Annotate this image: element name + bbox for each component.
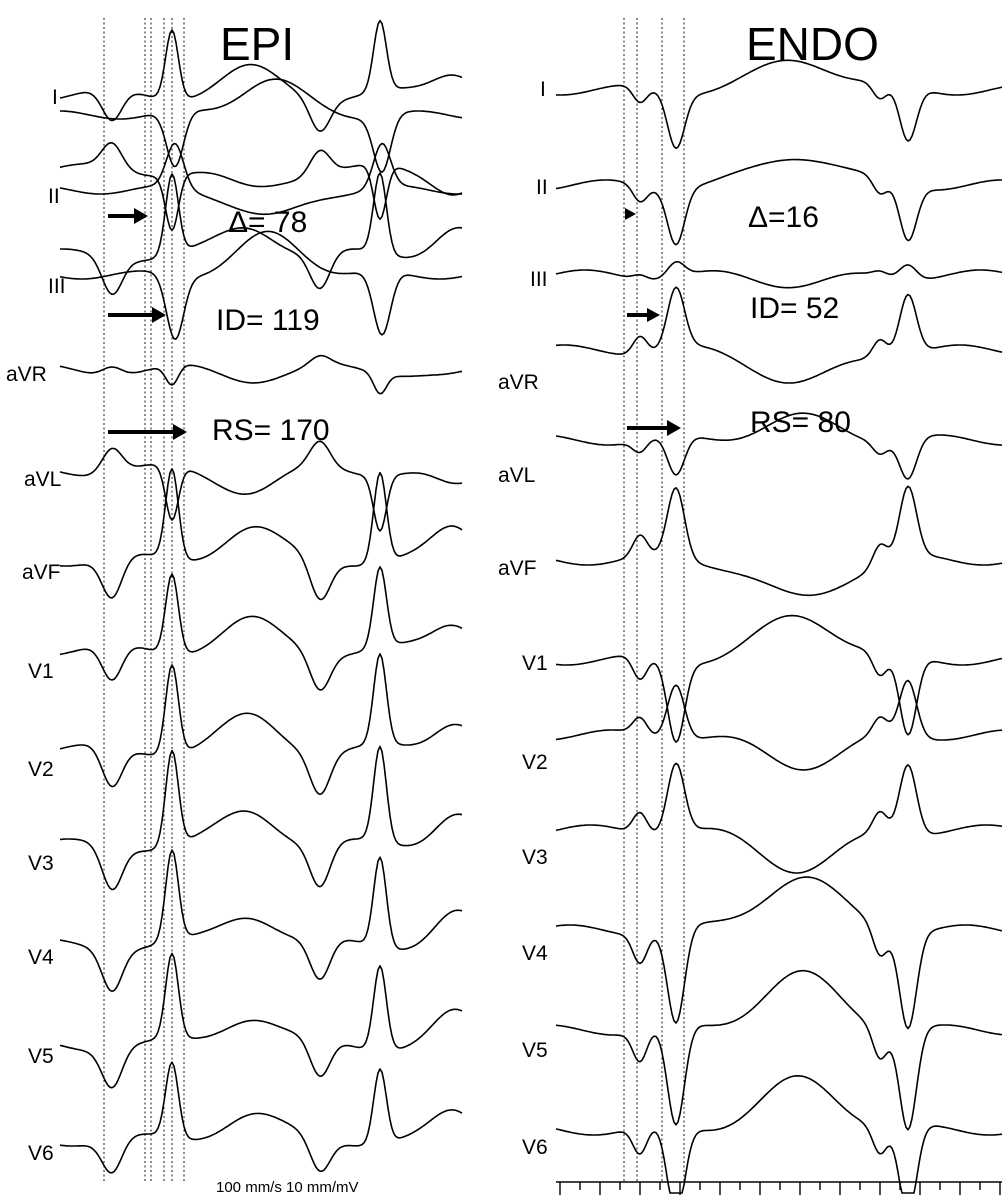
endo-title: ENDO (746, 18, 879, 70)
endo-arrow-rs (627, 420, 681, 436)
epi-panel: EPI I II III aVR aVL aVF V1 V2 V3 V4 V5 … (6, 18, 463, 1196)
endo-arrowhead-delta (625, 208, 636, 220)
endo-guide-lines (623, 18, 685, 1182)
epi-trace-avr (59, 354, 463, 395)
endo-lead-label-ii: II (536, 176, 548, 199)
epi-scale-label: 100 mm/s 10 mm/mV (216, 1179, 359, 1196)
endo-trace-v6 (555, 1075, 1003, 1194)
endo-arrow-id (627, 308, 660, 322)
epi-lead-label-v1: V1 (28, 660, 54, 683)
epi-trace-v6 (59, 1061, 463, 1174)
endo-trace-v2 (555, 679, 1003, 771)
epi-rs-value: RS= 170 (212, 414, 330, 447)
time-ruler (556, 1181, 1002, 1195)
epi-trace-v2 (59, 653, 463, 796)
endo-lead-label-v4: V4 (522, 942, 548, 965)
endo-trace-v5 (555, 969, 1003, 1131)
epi-lead-label-v3: V3 (28, 852, 54, 875)
endo-lead-label-v1: V1 (522, 652, 548, 675)
epi-trace-v5 (59, 952, 463, 1089)
epi-lead-label-avf: aVF (22, 561, 61, 584)
epi-lead-label-v4: V4 (28, 946, 54, 969)
endo-lead-label-iii: III (530, 268, 548, 291)
epi-arrow-id (108, 307, 166, 323)
endo-trace-v4 (555, 876, 1003, 1030)
endo-trace-v3 (555, 762, 1003, 874)
epi-arrow-delta (108, 208, 148, 224)
endo-lead-label-v3: V3 (522, 846, 548, 869)
endo-rs-value: RS= 80 (750, 406, 851, 439)
epi-trace-avl (59, 440, 463, 532)
epi-lead-label-v5: V5 (28, 1045, 54, 1068)
epi-trace-v4 (59, 849, 463, 993)
epi-trace-i (59, 19, 463, 132)
endo-trace-v1 (555, 614, 1003, 743)
epi-id-value: ID= 119 (216, 304, 320, 337)
endo-id-value: ID= 52 (750, 292, 839, 325)
epi-trace-ii (59, 142, 463, 232)
epi-guide-lines (103, 18, 185, 1182)
epi-lead-label-ii: II (48, 185, 60, 208)
endo-trace-avr (555, 286, 1003, 384)
epi-arrow-rs (108, 424, 187, 440)
endo-lead-label-avl: aVL (498, 464, 535, 487)
epi-trace-iii-overlay (59, 230, 463, 340)
endo-traces (555, 59, 1003, 1194)
endo-lead-label-avf: aVF (498, 557, 537, 580)
endo-lead-label-i: I (540, 78, 546, 101)
epi-title: EPI (220, 18, 294, 70)
epi-lead-label-iii: III (48, 275, 66, 298)
epi-trace-v3 (59, 745, 463, 891)
epi-trace-v1 (59, 566, 463, 691)
endo-panel: ENDO I II III aVR aVL aVF V1 V2 V3 V4 V5… (498, 18, 1003, 1195)
epi-lead-label-v2: V2 (28, 758, 54, 781)
epi-trace-avf (59, 468, 463, 601)
epi-lead-label-avr: aVR (6, 363, 47, 386)
endo-lead-label-v6: V6 (522, 1136, 548, 1159)
endo-lead-label-v5: V5 (522, 1039, 548, 1062)
epi-delta-value: Δ= 78 (228, 206, 307, 239)
epi-trace-i-overlay (60, 78, 463, 173)
endo-lead-label-avr: aVR (498, 371, 539, 394)
endo-trace-iii (555, 261, 1003, 289)
endo-delta-value: Δ=16 (748, 201, 819, 234)
endo-trace-avf (555, 485, 1003, 597)
endo-trace-ii (555, 158, 1002, 246)
epi-trace-ii-overlay (59, 142, 463, 216)
epi-traces (59, 19, 463, 1174)
epi-lead-label-v6: V6 (28, 1142, 54, 1165)
epi-lead-label-avl: aVL (24, 468, 61, 491)
epi-lead-label-i: I (52, 86, 58, 109)
endo-trace-i (555, 59, 1003, 150)
endo-lead-label-v2: V2 (522, 751, 548, 774)
endo-trace-avl (555, 412, 1003, 480)
